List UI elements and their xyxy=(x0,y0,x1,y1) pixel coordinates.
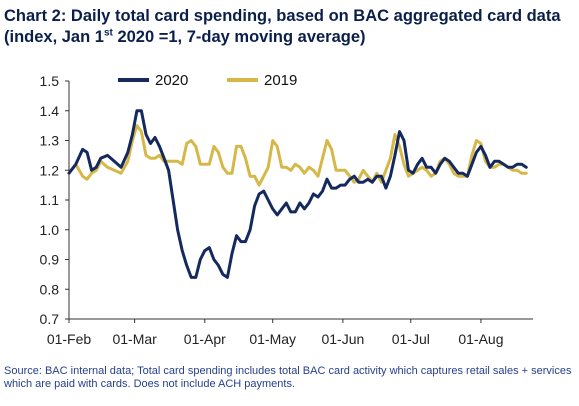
x-tick-label: 01-Apr xyxy=(184,331,226,347)
x-tick-label: 01-Mar xyxy=(112,331,157,347)
series-line-2019 xyxy=(67,124,528,187)
y-tick-label: 0.8 xyxy=(40,281,60,297)
title-line-2-pre: (index, Jan 1 xyxy=(4,28,104,46)
y-tick-label: 1.3 xyxy=(40,133,60,149)
x-tick-label: 01-Jul xyxy=(392,331,430,347)
title-line-1: Chart 2: Daily total card spending, base… xyxy=(4,7,561,25)
legend-label-2019: 2019 xyxy=(264,72,297,89)
x-tick-label: 01-Feb xyxy=(47,331,92,347)
legend: 2020 2019 xyxy=(118,72,297,89)
y-tick-label: 1.1 xyxy=(40,192,60,208)
axes: 0.7 0.8 0.9 1.0 1.1 1.2 1.3 1.4 1.5 01-Feb 01-Mar 0… xyxy=(40,73,533,347)
y-tick-label: 1.5 xyxy=(40,73,60,89)
x-tick-label: 01-May xyxy=(249,331,296,347)
chart-title: Chart 2: Daily total card spending, base… xyxy=(4,6,574,48)
x-tick-label: 01-Aug xyxy=(458,331,503,347)
y-tick-label: 1.4 xyxy=(40,103,60,119)
source-note: Source: BAC internal data; Total card sp… xyxy=(4,365,572,390)
y-tick-label: 1.2 xyxy=(40,162,60,178)
legend-label-2020: 2020 xyxy=(155,72,188,89)
y-tick-label: 1.0 xyxy=(40,222,60,238)
y-tick-label: 0.7 xyxy=(40,311,60,327)
title-line-2-post: 2020 =1, 7-day moving average) xyxy=(112,28,366,46)
title-line-2-sup: st xyxy=(103,27,113,39)
series-line-2020 xyxy=(67,109,528,279)
y-tick-label: 0.9 xyxy=(40,252,60,268)
x-tick-label: 01-Jun xyxy=(321,331,364,347)
series-layer xyxy=(67,109,528,279)
